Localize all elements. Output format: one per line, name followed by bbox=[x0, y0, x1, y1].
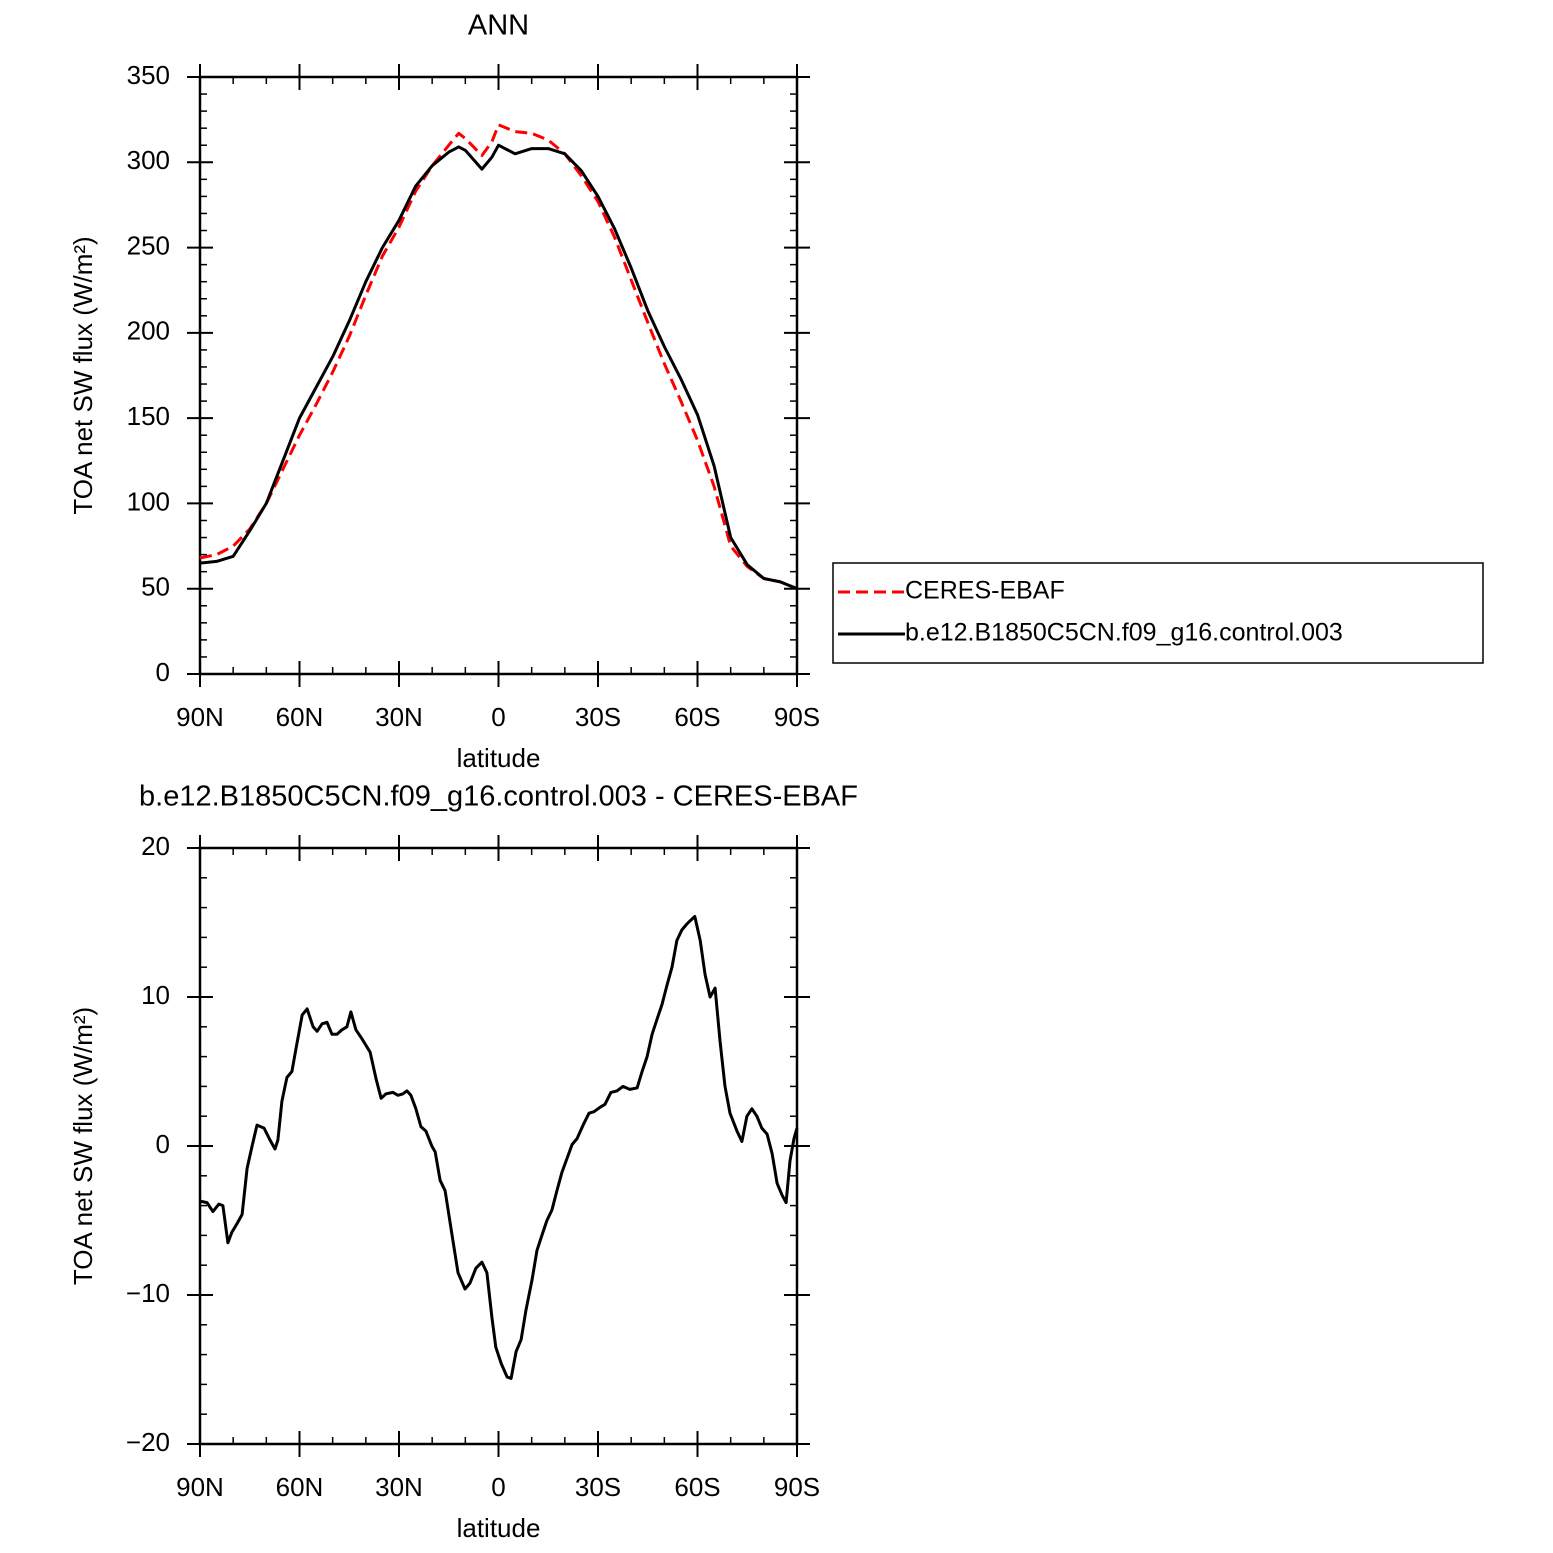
y-tick-label: 100 bbox=[127, 486, 170, 516]
y-tick-label: −10 bbox=[126, 1278, 170, 1308]
y-axis-label: TOA net SW flux (W/m²) bbox=[68, 236, 98, 514]
x-tick-label: 60S bbox=[674, 702, 720, 732]
y-tick-label: 50 bbox=[141, 572, 170, 602]
y-tick-label: 0 bbox=[156, 657, 170, 687]
data-line bbox=[199, 915, 799, 1380]
y-tick-label: 300 bbox=[127, 145, 170, 175]
y-tick-label: 0 bbox=[156, 1129, 170, 1159]
x-tick-label: 30N bbox=[375, 1472, 423, 1502]
legend-box bbox=[832, 562, 1484, 664]
y-tick-label: 20 bbox=[141, 831, 170, 861]
x-axis-label: latitude bbox=[457, 743, 541, 773]
x-tick-label: 90S bbox=[774, 1472, 820, 1502]
x-tick-label: 90N bbox=[176, 702, 224, 732]
x-axis-label: latitude bbox=[457, 1513, 541, 1543]
x-tick-label: 90N bbox=[176, 1472, 224, 1502]
y-tick-label: 150 bbox=[127, 401, 170, 431]
y-tick-label: 200 bbox=[127, 316, 170, 346]
y-axis-label: TOA net SW flux (W/m²) bbox=[68, 1007, 98, 1285]
x-tick-label: 60N bbox=[276, 1472, 324, 1502]
x-tick-label: 0 bbox=[491, 702, 505, 732]
x-tick-label: 60S bbox=[674, 1472, 720, 1502]
y-tick-label: 350 bbox=[127, 60, 170, 90]
legend-label: b.e12.B1850C5CN.f09_g16.control.003 bbox=[905, 619, 1343, 647]
x-tick-label: 60N bbox=[276, 702, 324, 732]
x-tick-label: 30S bbox=[575, 702, 621, 732]
chart-title: b.e12.B1850C5CN.f09_g16.control.003 - CE… bbox=[139, 781, 858, 813]
y-tick-label: −20 bbox=[126, 1427, 170, 1457]
x-tick-label: 30N bbox=[375, 702, 423, 732]
plot-frame bbox=[198, 75, 799, 676]
x-tick-label: 30S bbox=[575, 1472, 621, 1502]
x-tick-label: 90S bbox=[774, 702, 820, 732]
x-tick-label: 0 bbox=[491, 1472, 505, 1502]
data-line bbox=[199, 123, 798, 591]
y-tick-label: 10 bbox=[141, 980, 170, 1010]
legend-label: CERES-EBAF bbox=[905, 577, 1065, 605]
y-tick-label: 250 bbox=[127, 230, 170, 260]
data-line bbox=[199, 143, 798, 591]
chart-title: ANN bbox=[468, 10, 529, 42]
